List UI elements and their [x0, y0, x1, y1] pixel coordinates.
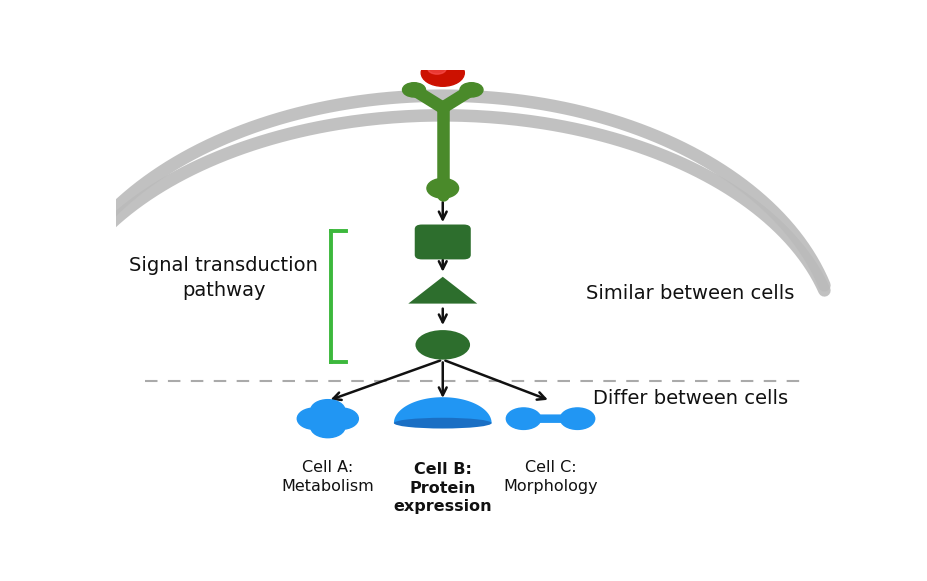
FancyBboxPatch shape [414, 224, 471, 259]
Text: Cell A:
Metabolism: Cell A: Metabolism [282, 460, 375, 494]
Circle shape [298, 408, 332, 429]
Circle shape [312, 409, 343, 428]
Circle shape [460, 83, 483, 97]
Ellipse shape [415, 330, 470, 360]
FancyBboxPatch shape [521, 414, 579, 423]
Text: Signal transduction
pathway: Signal transduction pathway [129, 256, 318, 300]
Circle shape [560, 408, 595, 429]
Polygon shape [394, 397, 491, 423]
Circle shape [427, 63, 447, 74]
Circle shape [324, 408, 359, 429]
Text: Differ between cells: Differ between cells [593, 389, 788, 408]
Circle shape [427, 178, 459, 198]
Circle shape [421, 59, 464, 86]
Circle shape [311, 417, 345, 437]
Polygon shape [408, 277, 477, 304]
Text: Cell C:
Morphology: Cell C: Morphology [503, 460, 598, 494]
Text: Cell B:
Protein
expression: Cell B: Protein expression [393, 462, 492, 514]
Ellipse shape [394, 418, 491, 429]
Text: Similar between cells: Similar between cells [587, 284, 794, 303]
Circle shape [402, 83, 425, 97]
Circle shape [311, 400, 345, 421]
Circle shape [506, 408, 540, 429]
